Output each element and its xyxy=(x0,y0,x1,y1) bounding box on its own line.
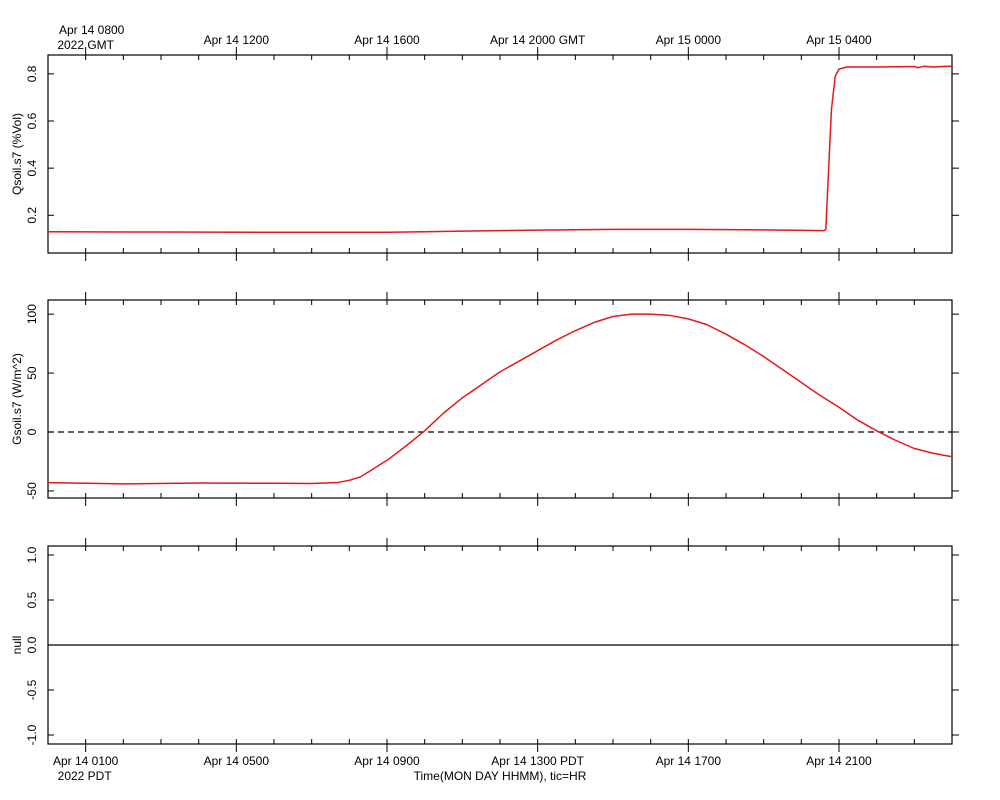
top-axis-label: Apr 14 1600 xyxy=(354,33,420,47)
top-axis-label: Apr 14 2000 GMT xyxy=(490,33,586,47)
y-tick-label: 1.0 xyxy=(25,546,39,563)
x-axis-title: Time(MON DAY HHMM), tic=HR xyxy=(414,769,587,783)
y-tick-label: -1.0 xyxy=(25,724,39,745)
y-axis-label: Qsoil.s7 (%Vol) xyxy=(10,113,24,195)
top-axis-label: Apr 14 1200 xyxy=(204,33,270,47)
y-tick-label: 50 xyxy=(25,366,39,380)
top-axis-label: Apr 14 0800 xyxy=(59,23,125,37)
y-tick-label: -50 xyxy=(25,482,39,500)
y-tick-label: 0.5 xyxy=(25,591,39,608)
data-series-line xyxy=(48,65,952,234)
y-tick-label: 0.0 xyxy=(25,636,39,653)
top-axis-label: 2022 GMT xyxy=(57,38,114,52)
y-tick-label: 0.2 xyxy=(25,207,39,224)
bottom-axis-label: Apr 14 2100 xyxy=(806,754,872,768)
y-tick-label: 0.4 xyxy=(25,159,39,176)
panel-1: 0.2 0.4 0.6 0.8 Qsoil.s7 (%Vol) xyxy=(10,47,959,261)
bottom-axis-label: 2022 PDT xyxy=(58,769,113,783)
data-series-line xyxy=(48,313,952,485)
bottom-axis-label: Apr 14 1300 PDT xyxy=(491,754,584,768)
plot-frame xyxy=(47,54,953,254)
top-axis-label: Apr 15 0400 xyxy=(806,33,872,47)
y-tick-label: 100 xyxy=(25,304,39,324)
top-axis-label: Apr 15 0000 xyxy=(656,33,722,47)
panel-2: -50 0 50 100 Gsoil.s7 (W/m^2) xyxy=(10,292,959,506)
y-tick-label: 0.8 xyxy=(25,65,39,82)
y-tick-label: 0 xyxy=(25,428,39,435)
y-tick-label: -0.5 xyxy=(25,679,39,700)
y-axis-label: null xyxy=(10,636,24,655)
y-axis-label: Gsoil.s7 (W/m^2) xyxy=(10,353,24,445)
y-tick-label: 0.6 xyxy=(25,112,39,129)
bottom-axis-label: Apr 14 0500 xyxy=(204,754,270,768)
bottom-axis-label: Apr 14 0900 xyxy=(354,754,420,768)
bottom-axis-label: Apr 14 0100 xyxy=(53,754,119,768)
bottom-axis-label: Apr 14 1700 xyxy=(656,754,722,768)
panel-3: -1.0 -0.5 0.0 0.5 1.0 null xyxy=(10,538,959,752)
plot-frame xyxy=(47,299,953,499)
